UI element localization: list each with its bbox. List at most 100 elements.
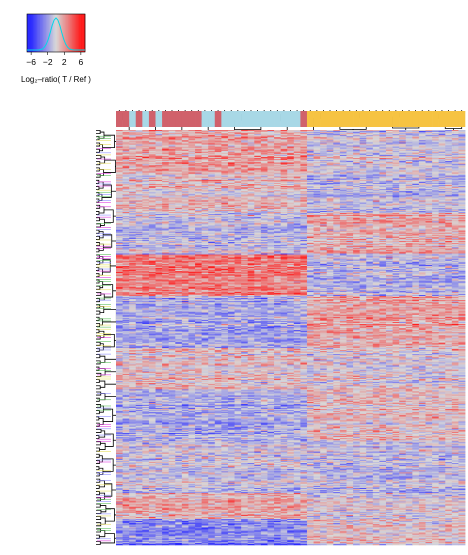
- row-dendrogram-branch: [99, 182, 103, 188]
- sample-group-cell: [294, 111, 301, 127]
- sample-group-cell: [393, 111, 400, 127]
- row-dendrogram-branch: [100, 306, 104, 312]
- row-dendrogram-branch: [96, 380, 99, 383]
- row-dendrogram-branch: [96, 516, 101, 519]
- sample-group-cell: [202, 111, 209, 127]
- sample-group-cell: [399, 111, 406, 127]
- sample-group-cell: [169, 111, 176, 127]
- row-dendrogram-branch: [96, 429, 101, 432]
- row-dendrogram-branch: [96, 485, 99, 488]
- row-dendrogram-branch: [96, 467, 99, 470]
- row-dendrogram-branch: [96, 230, 99, 233]
- row-dendrogram-branch: [96, 417, 99, 420]
- row-dendrogram-branch: [96, 504, 100, 507]
- sample-group-cell: [353, 111, 360, 127]
- row-dendrogram-branch: [96, 541, 100, 544]
- sample-group-cell: [439, 111, 446, 127]
- sample-group-cell: [175, 111, 182, 127]
- row-dendrogram-branch: [96, 224, 100, 227]
- sample-group-cell: [346, 111, 353, 127]
- sample-group-cell: [419, 111, 426, 127]
- sample-group-cell: [182, 111, 189, 127]
- row-dendrogram-branch: [104, 210, 113, 222]
- sample-group-cell: [136, 111, 143, 127]
- color-key-tick-label: 2: [62, 57, 67, 67]
- color-key-tick-label: −2: [43, 57, 53, 67]
- sample-group-cell: [221, 111, 228, 127]
- sample-group-cell: [307, 111, 314, 127]
- sample-group-cell: [215, 111, 222, 127]
- row-dendrogram-branch: [99, 406, 103, 412]
- sample-group-cell: [123, 111, 130, 127]
- sample-group-cell: [458, 111, 465, 127]
- row-dendrogram-branch: [96, 311, 100, 314]
- sample-group-cell: [327, 111, 334, 127]
- sample-group-cell: [241, 111, 248, 127]
- color-key-tick-label: 6: [78, 57, 83, 67]
- sample-group-cell: [333, 111, 340, 127]
- row-dendrogram-branch: [99, 331, 104, 337]
- sample-group-cell: [386, 111, 393, 127]
- sample-group-bar: [116, 111, 465, 127]
- sample-group-cell: [360, 111, 367, 127]
- row-dendrogram-branch: [103, 334, 114, 346]
- sample-group-cell: [254, 111, 261, 127]
- sample-group-cell: [195, 111, 202, 127]
- row-dendrogram-branch: [102, 260, 110, 272]
- row-dendrogram-branch: [96, 211, 99, 214]
- sample-group-cell: [142, 111, 149, 127]
- row-dendrogram-branch: [103, 409, 113, 421]
- row-dendrogram-branch: [96, 187, 99, 190]
- row-dendrogram-branch: [105, 384, 117, 396]
- sample-group-cell: [379, 111, 386, 127]
- color-key-label: Log₂–ratio( T / Ref ): [21, 75, 91, 84]
- sample-group-cell: [406, 111, 413, 127]
- row-dendrogram-branch: [96, 342, 100, 345]
- row-dendrogram-branch: [96, 448, 99, 451]
- heatmap-cells: [116, 130, 465, 545]
- row-dendrogram-branch: [101, 518, 106, 524]
- sample-group-cell: [149, 111, 156, 127]
- row-dendrogram-branch: [96, 442, 100, 445]
- sample-group-cell: [228, 111, 235, 127]
- row-dendrogram-branch: [99, 394, 105, 400]
- row-dendrogram-branch: [96, 492, 100, 495]
- row-dendrogram-branch: [105, 434, 114, 446]
- row-dendrogram-branch: [103, 135, 115, 147]
- sample-group-cell: [274, 111, 281, 127]
- row-dendrogram-branch: [105, 484, 112, 496]
- row-dendrogram-branch: [96, 249, 99, 252]
- sample-group-cell: [314, 111, 321, 127]
- sample-group-cell: [188, 111, 195, 127]
- row-dendrogram-branch: [99, 431, 105, 437]
- row-dendrogram-branch: [96, 149, 99, 152]
- row-dendrogram-branch: [100, 294, 105, 300]
- sample-group-cell: [300, 111, 307, 127]
- color-key-tick-label: −6: [26, 57, 36, 67]
- row-dendrogram-branch: [96, 155, 101, 158]
- sample-group-cell: [412, 111, 419, 127]
- row-dendrogram-branch: [103, 235, 112, 247]
- row-dendrogram-branch: [96, 436, 99, 439]
- row-dendrogram-branch: [99, 369, 105, 375]
- sample-group-cell: [261, 111, 268, 127]
- row-dendrogram-branch: [100, 356, 105, 362]
- sample-group-cell: [208, 111, 215, 127]
- row-dendrogram-branch: [100, 534, 114, 543]
- row-dendrogram-branch: [100, 157, 105, 163]
- sample-group-cell: [281, 111, 288, 127]
- row-dendrogram-branch: [96, 386, 100, 389]
- sample-group-cell: [432, 111, 439, 127]
- sample-group-cell: [425, 111, 432, 127]
- row-label-marks: [97, 136, 111, 541]
- sample-group-cell: [156, 111, 163, 127]
- sample-group-cell: [452, 111, 459, 127]
- sample-group-cell: [340, 111, 347, 127]
- sample-group-cell: [373, 111, 380, 127]
- row-dendrogram-branch: [105, 509, 114, 521]
- row-dendrogram-branch: [96, 330, 99, 333]
- row-dendrogram-branch: [96, 454, 99, 457]
- sample-group-cell: [162, 111, 169, 127]
